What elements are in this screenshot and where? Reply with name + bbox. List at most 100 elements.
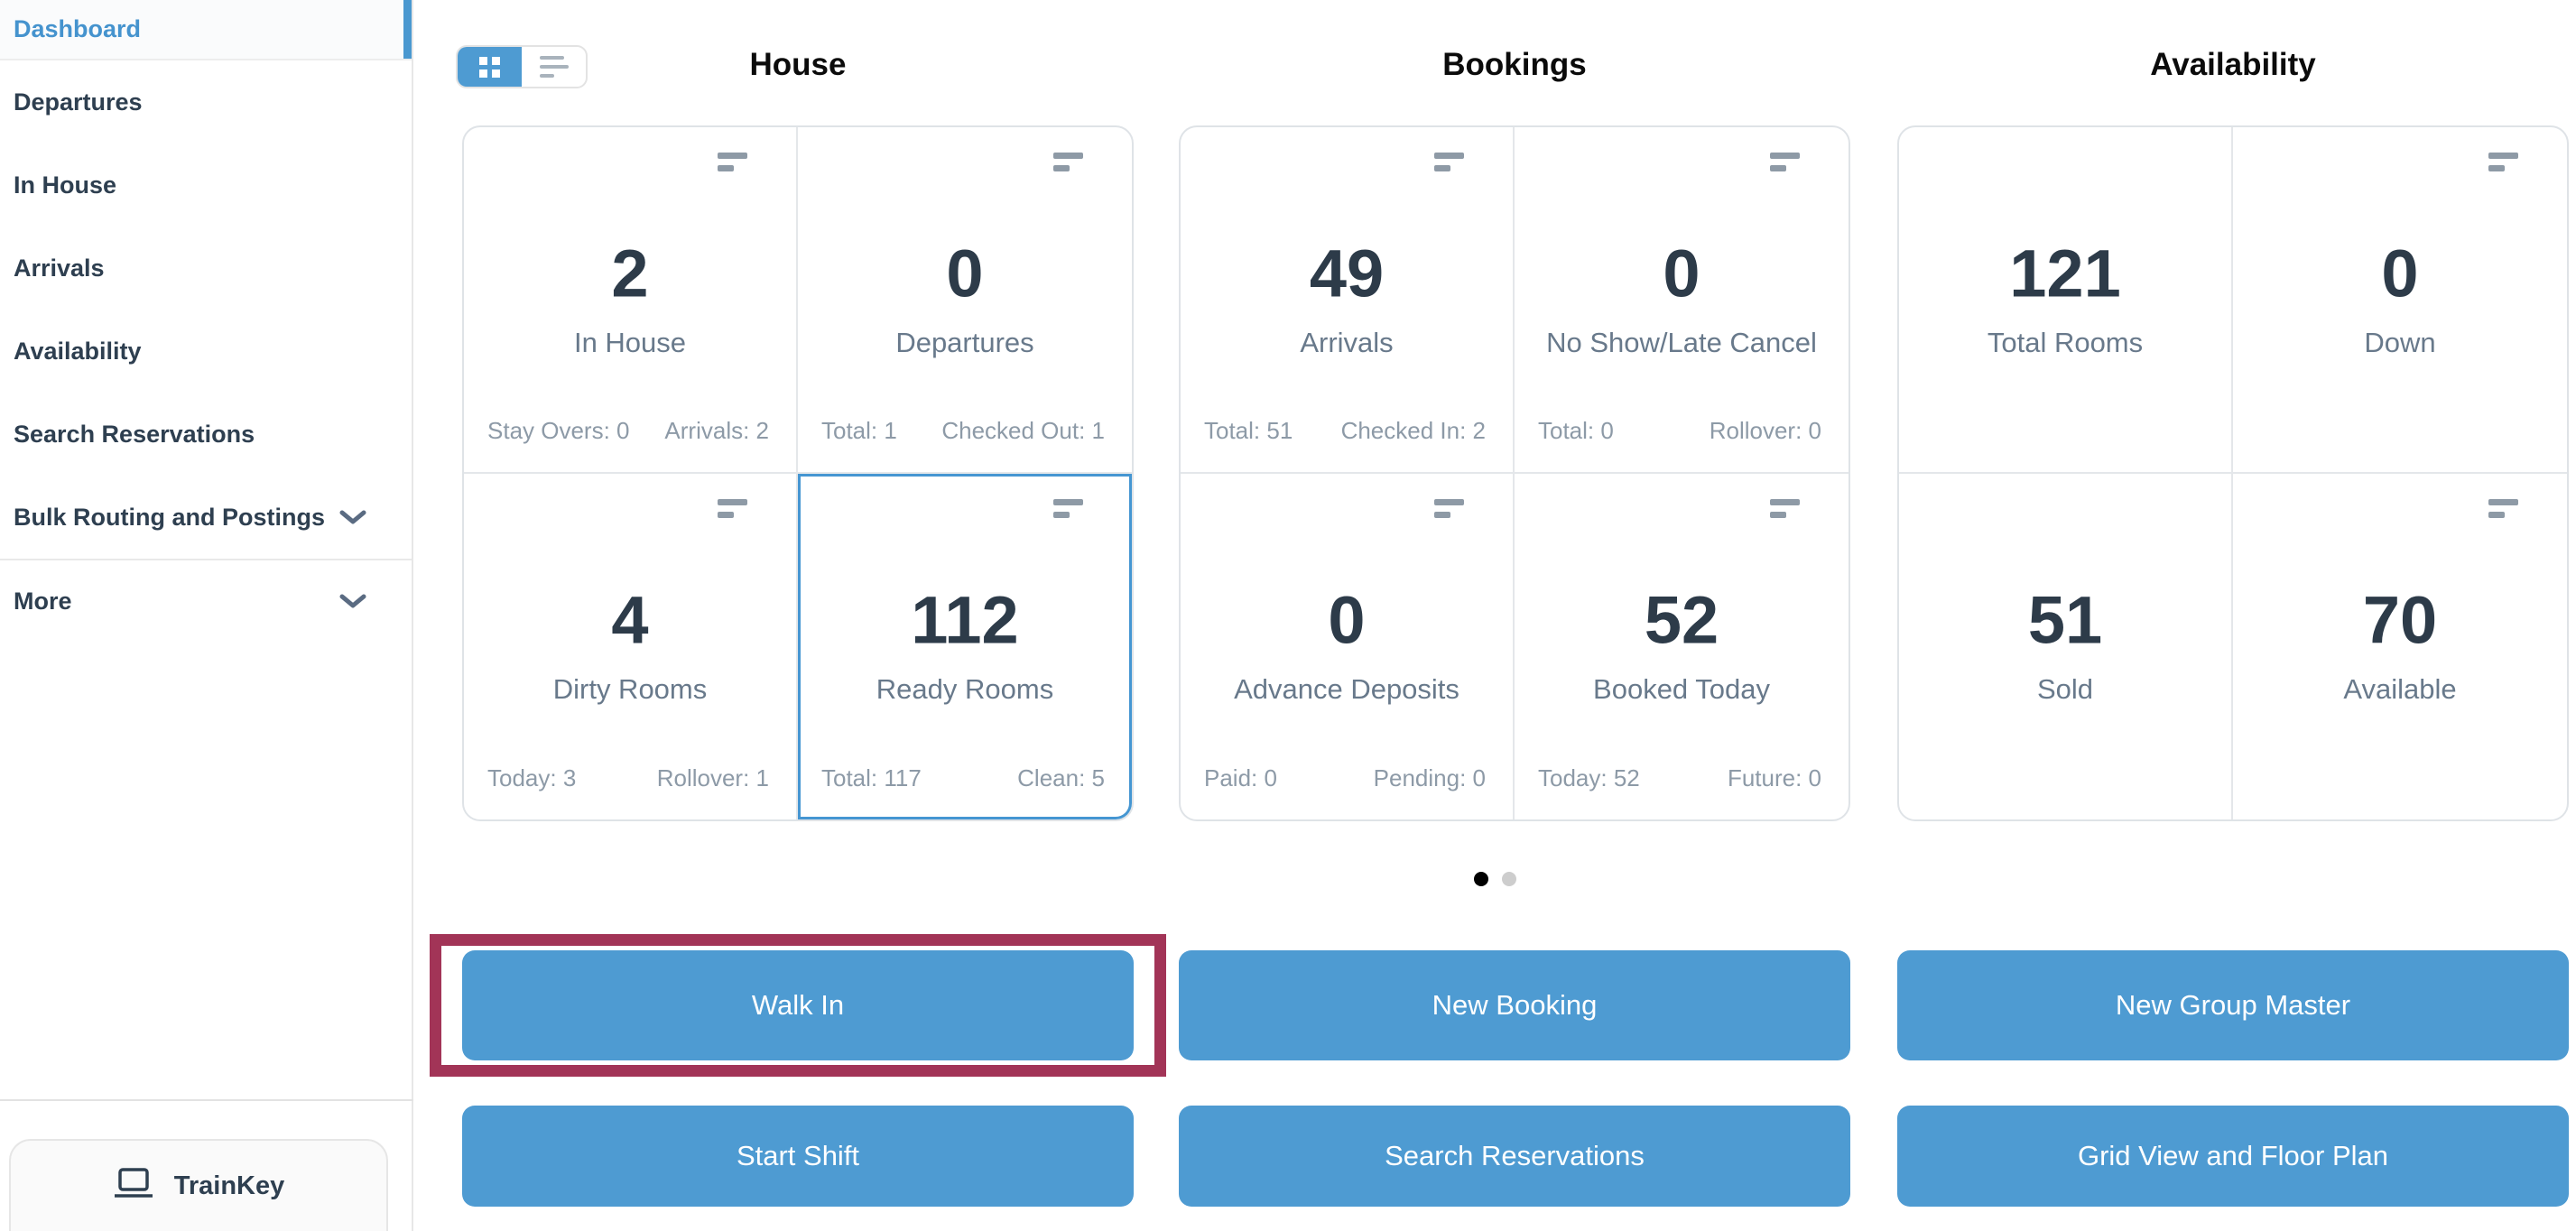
search-reservations-button[interactable]: Search Reservations <box>1179 1106 1850 1207</box>
card-down[interactable]: 0 Down <box>2233 127 2567 474</box>
sidebar-item-departures[interactable]: Departures <box>0 60 412 143</box>
grid-view-button[interactable] <box>458 47 522 87</box>
sidebar-item-label: Departures <box>14 88 143 116</box>
card-stat: Total: 51 <box>1204 416 1293 444</box>
card-stat: Checked Out: 1 <box>941 416 1105 444</box>
carousel-dot[interactable] <box>1501 872 1516 886</box>
card-menu-icon[interactable] <box>1770 498 1800 518</box>
card-value: 0 <box>946 236 984 311</box>
card-label: Departures <box>895 327 1034 358</box>
card-label: Booked Today <box>1593 672 1770 705</box>
card-label: Advance Deposits <box>1234 672 1459 705</box>
card-in-house[interactable]: 2 In House Stay Overs: 0 Arrivals: 2 <box>464 127 798 474</box>
new-booking-button[interactable]: New Booking <box>1179 950 1850 1060</box>
section-title: House <box>749 47 847 82</box>
card-menu-icon[interactable] <box>2488 498 2518 518</box>
list-view-button[interactable] <box>522 47 586 87</box>
card-label: Down <box>2364 327 2436 358</box>
sidebar-item-in-house[interactable]: In House <box>0 143 412 227</box>
card-value: 70 <box>2362 582 2438 657</box>
card-value: 112 <box>911 582 1019 657</box>
house-card-group: 2 In House Stay Overs: 0 Arrivals: 2 0 D… <box>462 125 1134 821</box>
sidebar-item-label: More <box>14 587 72 615</box>
card-menu-icon[interactable] <box>1434 153 1464 171</box>
view-toggle <box>456 45 588 88</box>
card-menu-icon[interactable] <box>2488 153 2518 171</box>
card-stat: Total: 117 <box>821 764 922 791</box>
card-menu-icon[interactable] <box>1053 153 1083 171</box>
sidebar-item-availability[interactable]: Availability <box>0 310 412 393</box>
card-stat: Checked In: 2 <box>1340 416 1486 444</box>
section-title: Bookings <box>1442 47 1587 82</box>
card-label: In House <box>573 327 687 358</box>
card-label: Arrivals <box>1300 327 1394 358</box>
grid-view-and-floor-plan-button[interactable]: Grid View and Floor Plan <box>1897 1106 2569 1207</box>
trainkey-button[interactable]: TrainKey <box>9 1139 388 1231</box>
main-content: House 2 In House Stay Overs: 0 Arrivals:… <box>413 0 2576 1231</box>
card-value: 49 <box>1309 236 1385 311</box>
sidebar-item-search-reservations[interactable]: Search Reservations <box>0 393 412 476</box>
card-value: 52 <box>1644 582 1719 657</box>
card-stat: Total: 0 <box>1538 416 1614 444</box>
chevron-down-icon <box>339 594 366 608</box>
sidebar-item-label: Bulk Routing and Postings <box>14 503 325 531</box>
card-value: 51 <box>2027 582 2103 657</box>
card-available[interactable]: 70 Available <box>2233 474 2567 820</box>
card-advance-deposits[interactable]: 0 Advance Deposits Paid: 0 Pending: 0 <box>1181 473 1515 819</box>
sidebar-item-arrivals[interactable]: Arrivals <box>0 227 412 310</box>
card-sold[interactable]: 51 Sold <box>1899 473 2233 819</box>
card-stat: Paid: 0 <box>1204 764 1277 791</box>
card-dirty-rooms[interactable]: 4 Dirty Rooms Today: 3 Rollover: 1 <box>464 473 798 819</box>
trainkey-label: TrainKey <box>173 1171 285 1200</box>
card-label: Ready Rooms <box>876 672 1054 705</box>
chevron-down-icon <box>339 510 366 524</box>
sidebar-item-bulk-routing-and-postings[interactable]: Bulk Routing and Postings <box>0 476 412 559</box>
laptop-icon <box>113 1166 154 1207</box>
card-stat: Rollover: 1 <box>656 764 769 791</box>
new-group-master-button[interactable]: New Group Master <box>1897 950 2569 1060</box>
card-stat: Today: 52 <box>1538 764 1640 791</box>
card-arrivals[interactable]: 49 Arrivals Total: 51 Checked In: 2 <box>1181 127 1515 474</box>
card-ready-rooms[interactable]: 112 Ready Rooms Total: 117 Clean: 5 <box>798 474 1132 820</box>
card-stat: Rollover: 0 <box>1709 416 1821 444</box>
card-no-show-late-cancel[interactable]: 0 No Show/Late Cancel Total: 0 Rollover:… <box>1515 127 1849 474</box>
grid-view-icon <box>479 56 500 78</box>
walk-in-button[interactable]: Walk In <box>462 950 1134 1060</box>
sidebar: Dashboard Departures In House Arrivals A… <box>0 0 413 1231</box>
card-stat: Total: 1 <box>821 416 897 444</box>
card-label: Dirty Rooms <box>552 672 708 705</box>
card-stat: Arrivals: 2 <box>664 416 769 444</box>
card-value: 0 <box>2381 236 2419 311</box>
card-menu-icon[interactable] <box>1770 153 1800 171</box>
card-stat: Pending: 0 <box>1373 764 1486 791</box>
sidebar-item-more[interactable]: More <box>0 559 412 642</box>
sidebar-item-label: In House <box>14 171 117 199</box>
sidebar-item-label: Arrivals <box>14 254 105 282</box>
card-menu-icon[interactable] <box>1434 498 1464 518</box>
card-menu-icon[interactable] <box>718 153 747 171</box>
carousel-dot-active[interactable] <box>1473 872 1488 886</box>
card-value: 121 <box>2009 236 2121 311</box>
sidebar-item-label: Availability <box>14 337 142 365</box>
card-stat: Future: 0 <box>1727 764 1821 791</box>
list-view-icon <box>539 56 569 78</box>
card-value: 0 <box>1663 236 1700 311</box>
card-departures[interactable]: 0 Departures Total: 1 Checked Out: 1 <box>798 127 1132 474</box>
card-menu-icon[interactable] <box>718 498 747 518</box>
card-booked-today[interactable]: 52 Booked Today Today: 52 Future: 0 <box>1515 474 1849 820</box>
sidebar-divider <box>0 1099 413 1101</box>
card-label: Sold <box>2036 672 2094 705</box>
bookings-card-group: 49 Arrivals Total: 51 Checked In: 2 0 No… <box>1179 125 1850 821</box>
card-label: No Show/Late Cancel <box>1546 327 1817 358</box>
card-label: Total Rooms <box>1987 327 2144 358</box>
sidebar-item-label: Search Reservations <box>14 420 255 448</box>
card-menu-icon[interactable] <box>1053 498 1083 518</box>
start-shift-button[interactable]: Start Shift <box>462 1106 1134 1207</box>
card-value: 4 <box>611 582 649 657</box>
card-total-rooms[interactable]: 121 Total Rooms <box>1899 127 2233 474</box>
section-title: Availability <box>2150 47 2316 82</box>
sidebar-item-dashboard[interactable]: Dashboard <box>0 0 412 60</box>
card-value: 2 <box>611 236 649 311</box>
card-label: Available <box>2343 672 2457 705</box>
